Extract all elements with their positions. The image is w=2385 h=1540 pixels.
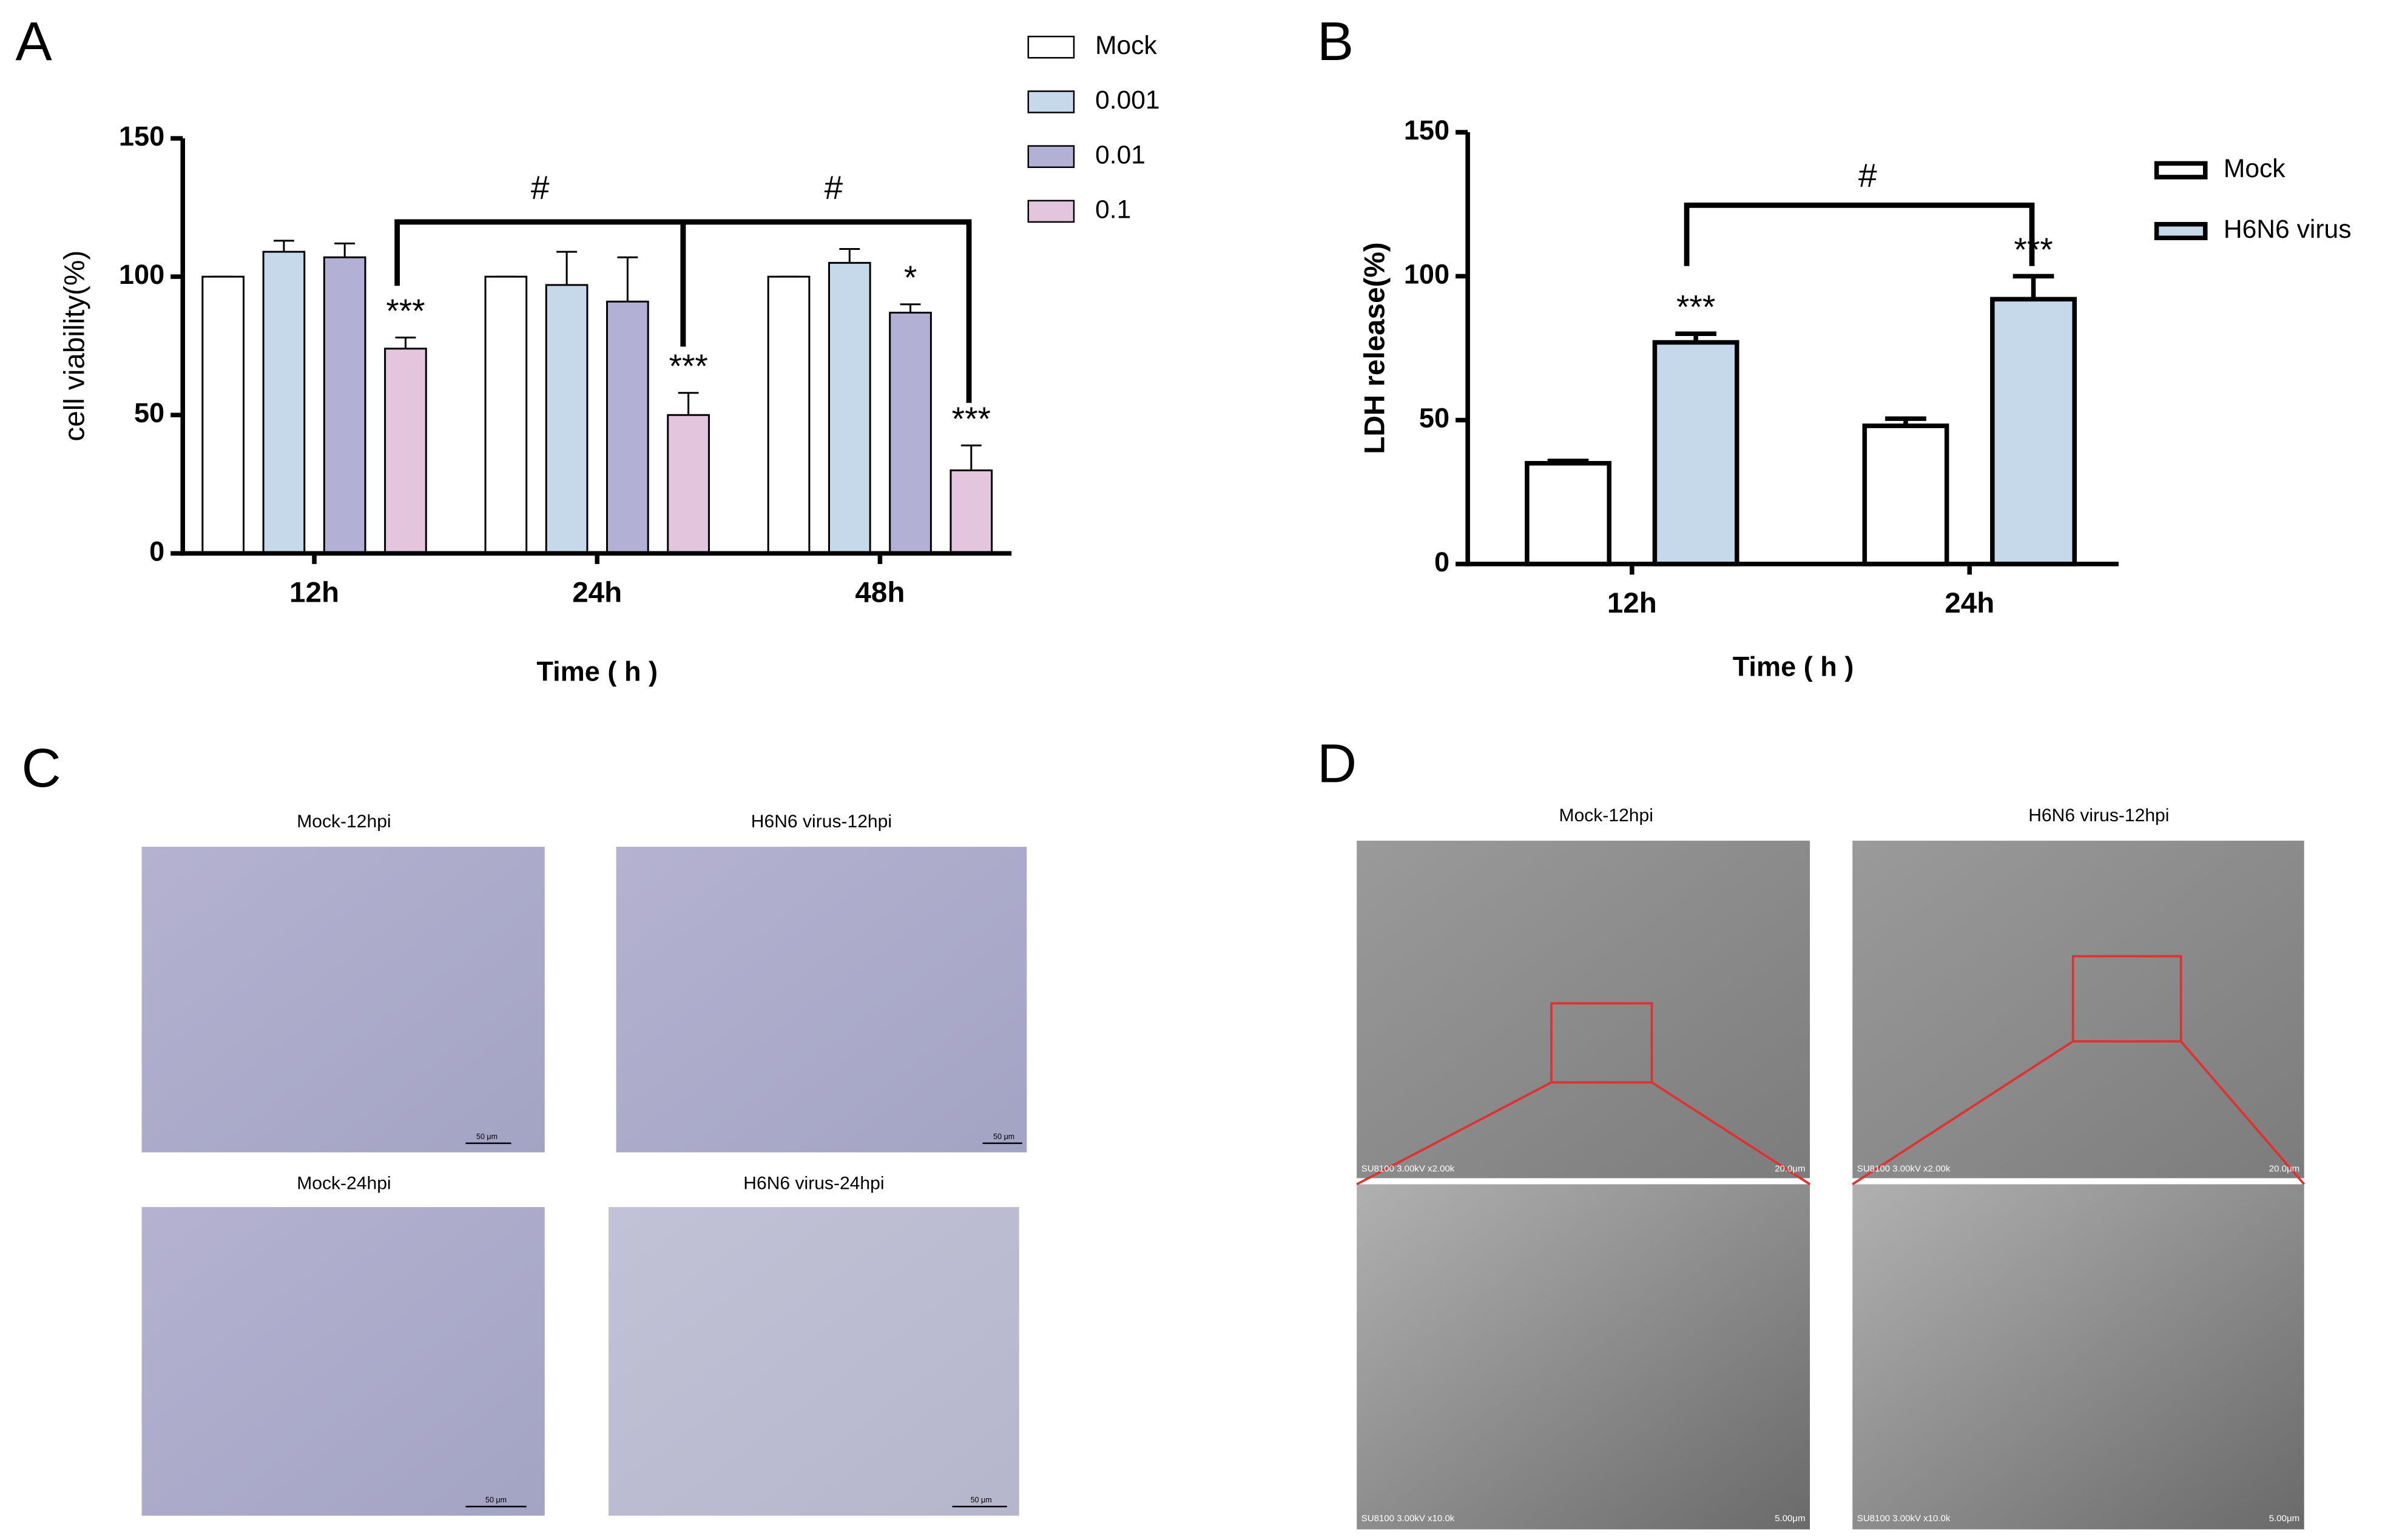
micrograph [141,847,545,1152]
x-tick-label: 12h [1607,587,1657,619]
bar [1652,340,1739,567]
x-tick-label: 12h [289,577,339,609]
bar [262,251,306,554]
panel-label: B [1317,11,1354,72]
bar [323,256,366,554]
bar [1862,423,1949,567]
scale-label: 50 μm [476,1132,498,1141]
x-axis-label: Time ( h ) [1733,651,1854,682]
annotation: # [531,169,550,206]
image-title: H6N6 virus-12hpi [751,812,892,832]
bar [950,469,993,554]
panel-label: D [1317,733,1357,795]
x-tick-label: 24h [572,577,622,609]
y-tick-label: 0 [1434,546,1449,577]
y-tick-label: 50 [1419,403,1449,434]
image-title: Mock-12hpi [297,812,391,832]
legend-label: 0.1 [1095,195,1131,224]
x-axis-label: Time ( h ) [536,656,658,687]
x-tick-label: 24h [1945,587,1994,619]
sem-caption: SU8100 3.00kV x2.00k [1857,1163,1951,1174]
y-axis-label: LDH release(%) [1358,242,1391,454]
legend-swatch [1027,145,1075,168]
y-tick-label: 150 [119,121,164,152]
scale-bar [465,1142,1022,1508]
significance: *** [669,347,707,385]
image-title: H6N6 virus-12hpi [2028,805,2169,825]
sem-scale: 20.0μm [1775,1163,1805,1174]
y-tick-label: 0 [149,536,164,567]
legend-swatch [1027,90,1075,113]
significance: *** [952,400,991,437]
image-title: Mock-24hpi [297,1173,391,1193]
legend-label: Mock [1095,31,1157,60]
sem-caption: SU8100 3.00kV x10.0k [1857,1513,1951,1524]
bracket [680,219,972,403]
y-tick-label: 100 [1404,258,1449,289]
bar [484,275,528,554]
y-tick-label: 50 [134,397,164,428]
legend-swatch [1027,35,1075,59]
sem-image [1852,1184,2304,1530]
micrograph [141,1207,545,1516]
significance: *** [1676,288,1715,326]
scale-label: 50 μm [993,1132,1014,1141]
sem-scale: 20.0μm [2269,1163,2299,1174]
legend-label: 0.001 [1095,86,1160,115]
bar [384,348,427,554]
significance: * [904,258,917,296]
scale-label: 50 μm [485,1496,507,1504]
image-labels: Mock-12hpi H6N6 virus-12hpi Mock-24hpi H… [22,733,2300,1524]
annotation: # [1858,156,1877,194]
legend-label: Mock [2224,154,2285,183]
legend-label: 0.01 [1095,140,1145,169]
sem-image [1852,841,2304,1179]
scale-label: 50 μm [971,1496,992,1504]
image-title: H6N6 virus-24hpi [743,1173,884,1193]
zoom-box [2071,955,2182,1043]
bar [828,261,871,554]
legend-swatch [2154,221,2208,241]
legend-label: H6N6 virus [2224,215,2352,244]
bar [767,275,811,554]
sem-scale: 5.00μm [1775,1513,1805,1524]
bar [889,311,932,554]
x-tick-label: 48h [855,577,905,609]
sem-image [1357,1184,1810,1530]
significance: *** [2014,230,2053,268]
annotation: # [825,169,843,206]
bar [545,284,589,554]
panel-label: C [22,738,61,799]
sem-caption: SU8100 3.00kV x2.00k [1361,1163,1455,1174]
sem-scale: 5.00μm [2269,1513,2299,1524]
legend-swatch [1027,200,1075,223]
y-axis-label: cell viability(%) [58,251,90,442]
micrograph [609,1207,1019,1516]
panel-label: A [16,11,52,72]
micrograph [616,847,1027,1152]
sem-image [1357,841,1810,1179]
bar [1990,297,2077,567]
y-tick-label: 150 [1404,115,1449,146]
image-title: Mock-12hpi [1559,805,1653,825]
legend-swatch [2154,161,2208,180]
bar [201,275,245,554]
zoom-line [1356,1040,2306,1186]
sem-caption: SU8100 3.00kV x10.0k [1361,1513,1455,1524]
y-tick-label: 100 [119,259,164,290]
bar [667,414,710,554]
bar [606,300,649,554]
bracket [1684,202,2035,266]
bar [1525,461,1612,567]
significance: *** [386,292,425,329]
zoom-box [1550,1002,1653,1084]
